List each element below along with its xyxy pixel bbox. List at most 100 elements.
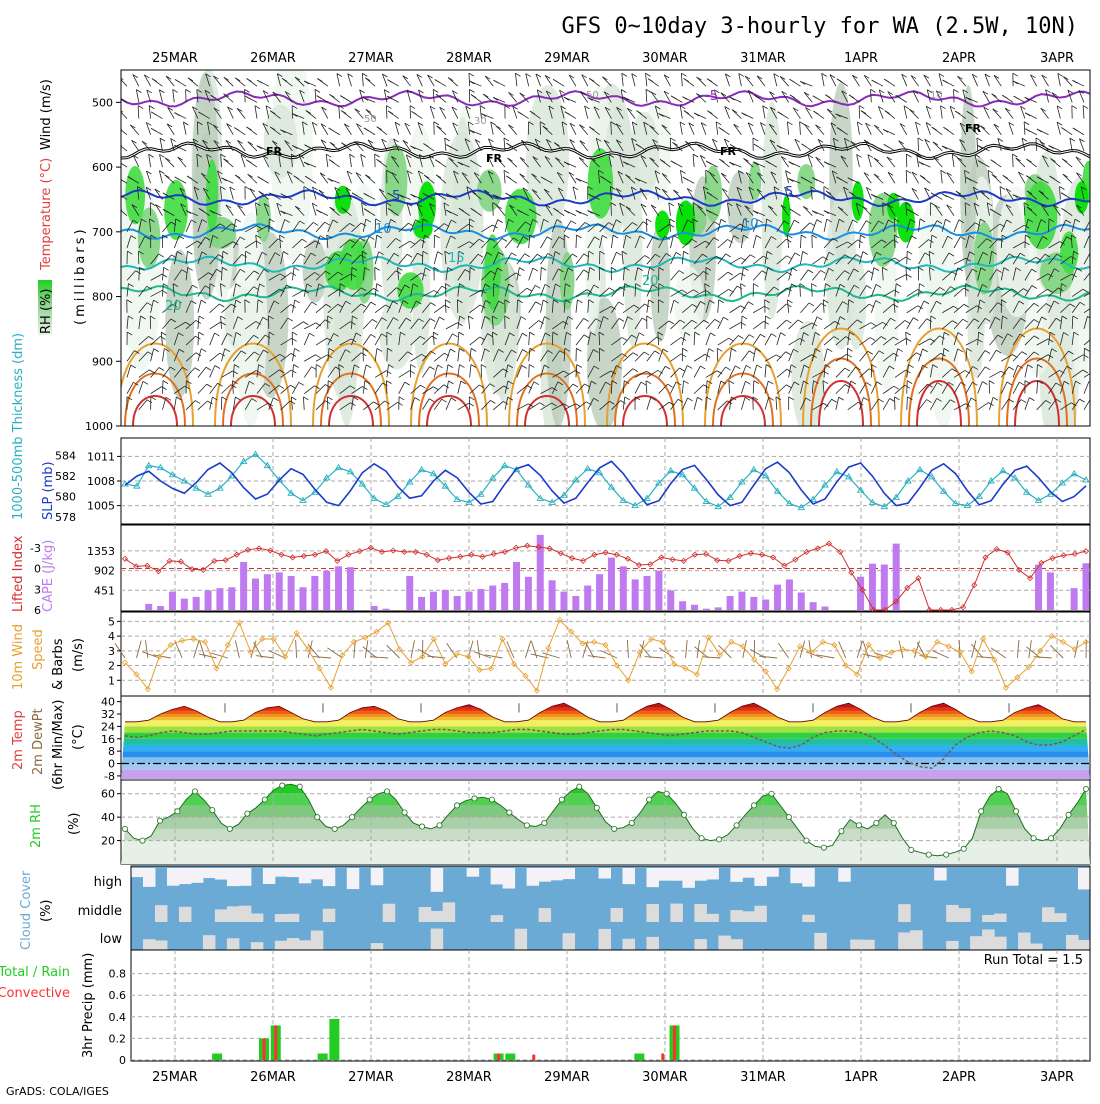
cloud-high-block [934,868,946,880]
slp-label: SLP (mb) [41,461,56,520]
top-date-label: 29MAR [544,51,590,66]
rh-patch [826,192,857,350]
contour-label: 50 [364,114,377,125]
cloud-middle-block [706,914,718,922]
rh-point [1014,809,1019,814]
cloud-middle-block [958,908,970,922]
rh-point [402,810,407,815]
cloud-low-block [622,939,634,950]
cape-bar [335,566,342,610]
rh-point [1031,836,1036,841]
rh-point [856,823,861,828]
wind10-label: 10m Wind [11,624,26,690]
cloud-middle-label: middle [78,904,122,919]
cloud-high-block [730,868,742,882]
cape-bar [228,587,235,610]
cloud-high-block [227,868,239,886]
cape-bar [1071,588,1078,610]
rh-point [751,803,756,808]
vertical-profile-panel: -5 FR FR FR FR 5 5 10 10 15 20 20 50 50 … [38,46,1100,459]
rh-point [192,789,197,794]
rh-point [297,784,302,789]
precip-total-rain-label: Total / Rain [0,965,70,980]
wind-barb [245,251,246,264]
rh-point [979,809,984,814]
cloud-middle-block [898,904,910,922]
cloud-low-block [862,940,874,950]
axis-tick-label: -3 [30,542,41,555]
cloud-low-label: low [100,932,123,947]
cape-bar [774,585,781,610]
rh-point [629,820,634,825]
rh-point [891,820,896,825]
cape-bar [371,606,378,610]
wind-barb-feather [1095,290,1100,293]
cape-bar [525,577,532,610]
temperature-band [121,739,1090,745]
bottom-date-label: 3APR [1040,1070,1074,1085]
temperature-band [121,757,1090,763]
axis-tick-label: 0 [108,758,115,771]
rh-point [542,820,547,825]
cloud-high-block [167,868,179,886]
cloud-high-block [742,868,754,878]
rh-point [384,789,389,794]
cloud-high-block [215,868,227,880]
rh-point [437,823,442,828]
rh-label: RH (%) [39,289,54,334]
rh-point [350,815,355,820]
rh-point [594,805,599,810]
cloud-low-block [730,939,742,950]
cloud-middle-block [994,914,1006,922]
precip-convective-bar [532,1055,535,1060]
contour-label: 5 [785,185,793,200]
axis-tick-label: 40 [101,696,115,709]
temp2m-label: 2m Temp [11,710,26,770]
rh-point [157,818,162,823]
top-date-label: 26MAR [250,51,296,66]
rh-point [227,826,232,831]
axis-tick-label: 4 [108,630,115,643]
bottom-date-label: 1APR [844,1070,878,1085]
wind-barb [576,235,577,248]
cape-bar [501,583,508,610]
cloud-high-block [1006,868,1018,886]
cloud-unit-label: (%) [39,900,54,923]
cloud-low-block [515,929,527,950]
cape-bar [810,602,817,610]
rh-point [699,836,704,841]
cloud-low-block [694,939,706,950]
temperature-band [121,733,1090,739]
rh-point [315,815,320,820]
cloud-low-block [251,942,263,950]
axis-tick-label: 60 [101,788,115,801]
wind-barb-feather [1090,220,1095,223]
cape-bar [276,572,283,610]
chart-title: GFS 0~10day 3-hourly for WA (2.5W, 10N) [561,14,1078,39]
rh-point [839,829,844,834]
cape-bar [584,586,591,610]
rh-patch [797,164,815,199]
axis-tick-label: 32 [101,708,115,721]
cloud-high-block [539,868,551,882]
rh-point [926,852,931,857]
contour-label: FR [720,145,737,158]
wind-barb [1013,154,1014,167]
precip-total-bar [634,1054,644,1060]
cloud-middle-block [946,905,958,922]
wind-barb [529,364,530,377]
precip-unit-label: 3hr Precip (mm) [81,953,96,1058]
cloud-low-block [311,931,323,950]
axis-tick-label: 24 [101,720,115,733]
cape-bar [264,574,271,610]
cape-bar [216,588,223,610]
cloud-high-block [191,868,203,883]
cape-bar [489,586,496,610]
axis-tick-label: 2 [108,660,115,673]
contour-label: FR [965,122,982,135]
contour-label: FR [266,145,283,158]
axis-tick-label: 0.6 [109,989,127,1002]
precip-convective-bar [274,1025,277,1060]
